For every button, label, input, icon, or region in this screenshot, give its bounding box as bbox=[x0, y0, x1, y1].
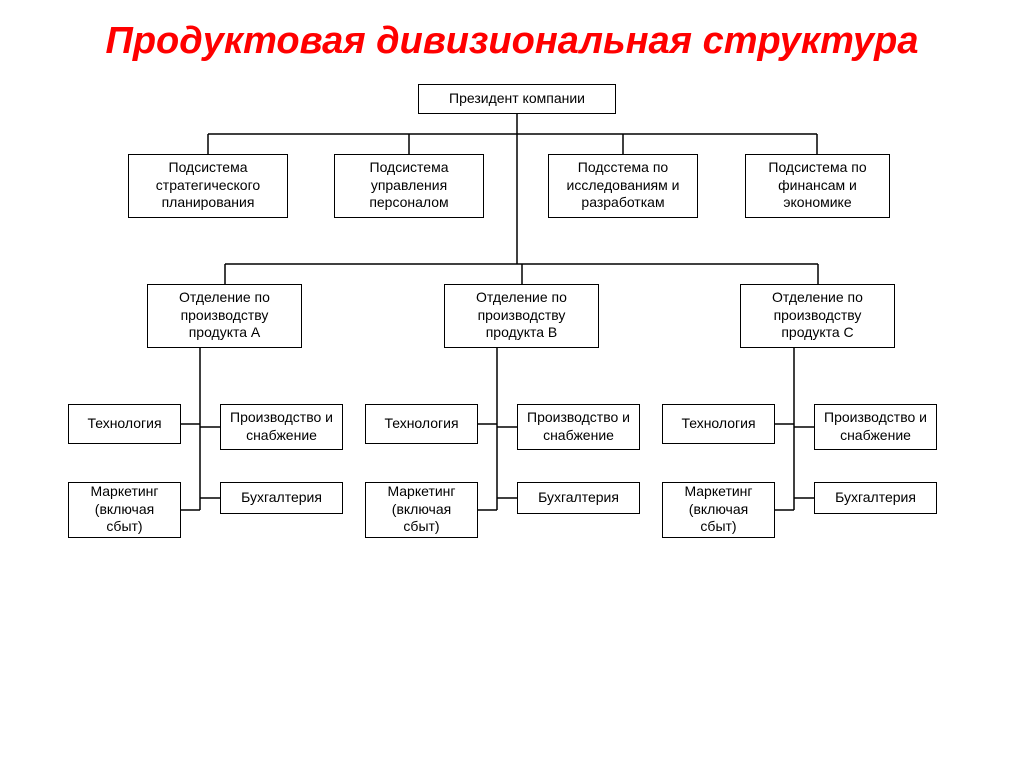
node-c_tech: Технология bbox=[662, 404, 775, 444]
node-div_b: Отделение по производству продукта В bbox=[444, 284, 599, 348]
node-div_c: Отделение по производству продукта С bbox=[740, 284, 895, 348]
node-c_acc: Бухгалтерия bbox=[814, 482, 937, 514]
node-a_mkt: Маркетинг (включая сбыт) bbox=[68, 482, 181, 538]
node-a_acc: Бухгалтерия bbox=[220, 482, 343, 514]
node-a_tech: Технология bbox=[68, 404, 181, 444]
node-b_acc: Бухгалтерия bbox=[517, 482, 640, 514]
node-c_prod: Производство и снабжение bbox=[814, 404, 937, 450]
node-sub_hr: Подсистема управления персоналом bbox=[334, 154, 484, 218]
node-sub_fin: Подсистема по финансам и экономике bbox=[745, 154, 890, 218]
node-b_prod: Производство и снабжение bbox=[517, 404, 640, 450]
node-c_mkt: Маркетинг (включая сбыт) bbox=[662, 482, 775, 538]
node-div_a: Отделение по производству продукта А bbox=[147, 284, 302, 348]
org-chart: Президент компании Подсистема стратегичес… bbox=[0, 74, 1024, 714]
node-sub_strategy: Подсистема стратегического планирования bbox=[128, 154, 288, 218]
page-title: Продуктовая дивизиональная структура bbox=[0, 0, 1024, 74]
node-sub_rd: Подсстема по исследованиям и разработкам bbox=[548, 154, 698, 218]
node-b_mkt: Маркетинг (включая сбыт) bbox=[365, 482, 478, 538]
node-b_tech: Технология bbox=[365, 404, 478, 444]
node-a_prod: Производство и снабжение bbox=[220, 404, 343, 450]
node-president: Президент компании bbox=[418, 84, 616, 114]
